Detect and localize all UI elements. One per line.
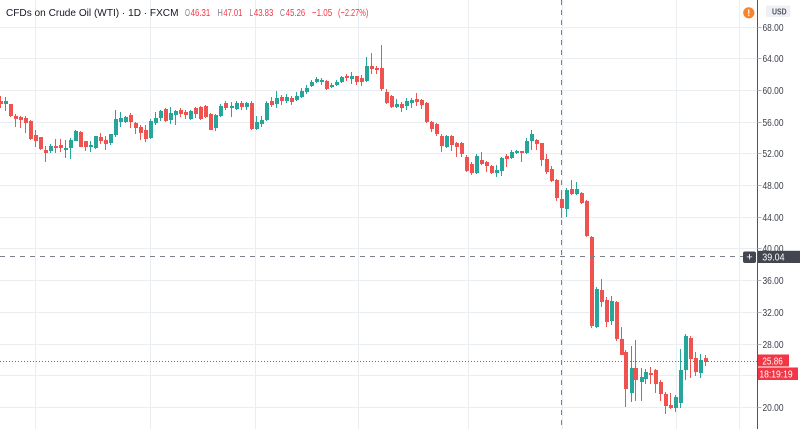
svg-text:47.01: 47.01 xyxy=(223,7,242,19)
svg-text:!: ! xyxy=(747,8,750,18)
svg-text:56.00: 56.00 xyxy=(763,118,784,129)
svg-text:68.00: 68.00 xyxy=(763,23,784,34)
svg-text:18:19:19: 18:19:19 xyxy=(759,370,793,381)
svg-text:40.00: 40.00 xyxy=(763,244,784,255)
svg-text:20.00: 20.00 xyxy=(763,403,784,414)
svg-text:O: O xyxy=(185,7,190,19)
svg-text:H: H xyxy=(218,7,223,19)
svg-text:44.00: 44.00 xyxy=(763,213,784,224)
svg-text:43.83: 43.83 xyxy=(254,7,274,19)
svg-text:52.00: 52.00 xyxy=(763,149,784,160)
svg-text:45.26: 45.26 xyxy=(286,7,306,19)
svg-text:36.00: 36.00 xyxy=(763,276,784,287)
svg-text:(−2.27%): (−2.27%) xyxy=(338,7,368,19)
svg-text:28.00: 28.00 xyxy=(763,340,784,351)
svg-text:32.00: 32.00 xyxy=(763,308,784,319)
svg-text:46.31: 46.31 xyxy=(191,7,211,19)
svg-text:USD: USD xyxy=(772,6,787,16)
svg-text:+: + xyxy=(746,252,752,264)
svg-text:48.00: 48.00 xyxy=(763,181,784,192)
svg-text:L: L xyxy=(250,7,254,19)
svg-text:39.04: 39.04 xyxy=(762,253,785,264)
svg-text:60.00: 60.00 xyxy=(763,86,784,97)
svg-text:C: C xyxy=(280,7,285,19)
svg-text:25.86: 25.86 xyxy=(762,356,783,367)
svg-text:64.00: 64.00 xyxy=(763,54,784,65)
svg-text:CFDs on Crude Oil (WTI) · 1D ·: CFDs on Crude Oil (WTI) · 1D · FXCM xyxy=(6,7,179,19)
svg-text:−1.05: −1.05 xyxy=(312,7,332,19)
